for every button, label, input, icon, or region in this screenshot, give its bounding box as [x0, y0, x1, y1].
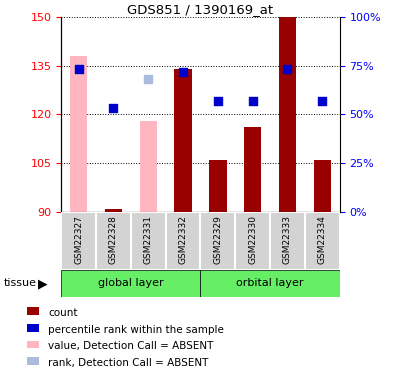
Text: global layer: global layer: [98, 279, 164, 288]
Text: GSM22332: GSM22332: [179, 215, 188, 264]
Bar: [27, 357, 40, 365]
Text: count: count: [48, 308, 78, 318]
Bar: [27, 324, 40, 332]
Point: [145, 76, 151, 82]
Bar: [314, 160, 331, 212]
Text: GSM22330: GSM22330: [248, 215, 257, 264]
Point: [75, 66, 82, 72]
Bar: [200, 212, 235, 270]
Bar: [96, 212, 131, 270]
Text: rank, Detection Call = ABSENT: rank, Detection Call = ABSENT: [48, 358, 209, 368]
Text: tissue: tissue: [4, 279, 37, 288]
Bar: [105, 209, 122, 212]
Bar: [235, 212, 270, 270]
Bar: [279, 17, 296, 212]
Text: GSM22329: GSM22329: [213, 215, 222, 264]
Point: [110, 105, 117, 111]
Text: ▶: ▶: [38, 277, 47, 290]
Title: GDS851 / 1390169_at: GDS851 / 1390169_at: [128, 3, 273, 16]
Text: GSM22333: GSM22333: [283, 215, 292, 264]
Text: GSM22331: GSM22331: [144, 215, 153, 264]
Text: percentile rank within the sample: percentile rank within the sample: [48, 324, 224, 334]
Bar: [174, 69, 192, 212]
Text: value, Detection Call = ABSENT: value, Detection Call = ABSENT: [48, 341, 214, 351]
Bar: [61, 270, 200, 297]
Bar: [200, 270, 340, 297]
Bar: [61, 212, 96, 270]
Bar: [166, 212, 200, 270]
Bar: [305, 212, 340, 270]
Point: [284, 66, 291, 72]
Point: [319, 98, 325, 104]
Bar: [209, 160, 227, 212]
Point: [250, 98, 256, 104]
Bar: [270, 212, 305, 270]
Point: [215, 98, 221, 104]
Bar: [27, 340, 40, 348]
Text: GSM22334: GSM22334: [318, 215, 327, 264]
Point: [180, 69, 186, 75]
Text: GSM22327: GSM22327: [74, 215, 83, 264]
Text: GSM22328: GSM22328: [109, 215, 118, 264]
Bar: [139, 121, 157, 212]
Text: orbital layer: orbital layer: [236, 279, 304, 288]
Bar: [244, 128, 261, 212]
Bar: [70, 56, 87, 212]
Bar: [131, 212, 166, 270]
Bar: [27, 307, 40, 315]
